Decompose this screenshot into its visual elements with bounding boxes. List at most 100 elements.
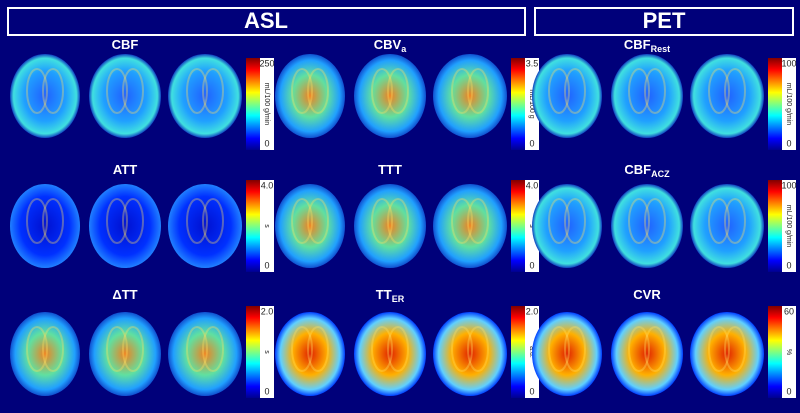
colorbar-max: 100	[781, 58, 796, 68]
brain-texture	[26, 68, 48, 114]
brain-texture	[42, 198, 64, 244]
colorbar-unit: mL/100 g/min	[785, 83, 792, 126]
colorbar-max: 100	[781, 180, 796, 190]
brain-texture	[724, 198, 746, 244]
colorbar-max: 250	[259, 58, 274, 68]
colorbar	[511, 58, 525, 150]
colorbar-min: 0	[786, 260, 791, 270]
colorbar-label-strip	[782, 306, 796, 398]
brain-texture	[708, 198, 730, 244]
colorbar-unit: a.u.	[528, 346, 535, 358]
colorbar-min: 0	[264, 138, 269, 148]
colorbar	[246, 306, 260, 398]
colorbar-unit: s	[263, 224, 270, 228]
pet-box	[534, 7, 794, 36]
colorbar-min: 0	[529, 260, 534, 270]
brain-texture	[371, 198, 393, 244]
brain-slice	[611, 184, 683, 268]
brain-texture	[122, 326, 144, 372]
brain-texture	[26, 326, 48, 372]
brain-slice	[354, 312, 426, 396]
panel-title: CBVa	[374, 37, 407, 54]
brain-texture	[106, 68, 128, 114]
brain-slice	[433, 184, 507, 268]
title-main: TTT	[378, 162, 402, 177]
brain-texture	[387, 326, 409, 372]
title-main: CBF	[624, 162, 651, 177]
colorbar-max: 2.0	[526, 306, 539, 316]
brain-texture	[307, 198, 329, 244]
brain-texture	[387, 198, 409, 244]
brain-texture	[644, 198, 666, 244]
brain-slice	[354, 184, 426, 268]
colorbar-max: 3.5	[526, 58, 539, 68]
colorbar	[768, 306, 782, 398]
brain-texture	[202, 198, 224, 244]
brain-slice	[10, 184, 80, 268]
panel-title: TTER	[376, 287, 405, 304]
brain-texture	[548, 68, 570, 114]
colorbar-max: 2.0	[261, 306, 274, 316]
brain-slice	[611, 312, 683, 396]
asl-header: ASL	[244, 8, 288, 33]
colorbar-min: 0	[264, 386, 269, 396]
brain-texture	[106, 326, 128, 372]
brain-texture	[628, 68, 650, 114]
colorbar-max: 4.0	[261, 180, 274, 190]
colorbar	[246, 58, 260, 150]
brain-texture	[724, 326, 746, 372]
brain-slice	[168, 54, 242, 138]
colorbar-label-strip	[260, 180, 274, 272]
brain-slice	[89, 54, 161, 138]
title-sub: ACZ	[651, 169, 670, 179]
brain-slice	[433, 54, 507, 138]
colorbar-min: 0	[786, 138, 791, 148]
brain-texture	[42, 326, 64, 372]
brain-texture	[26, 198, 48, 244]
brain-slice	[275, 184, 345, 268]
brain-texture	[628, 326, 650, 372]
title-main: TT	[376, 287, 392, 302]
colorbar-max: 60	[784, 306, 794, 316]
brain-texture	[106, 198, 128, 244]
brain-slice	[275, 54, 345, 138]
colorbar-label-strip	[260, 306, 274, 398]
brain-texture	[708, 68, 730, 114]
brain-texture	[564, 68, 586, 114]
brain-texture	[564, 326, 586, 372]
panel-title: CBF	[112, 37, 139, 52]
brain-texture	[122, 68, 144, 114]
colorbar-max: 4.0	[526, 180, 539, 190]
brain-texture	[708, 326, 730, 372]
colorbar-min: 0	[529, 386, 534, 396]
brain-texture	[387, 68, 409, 114]
brain-slice	[168, 312, 242, 396]
brain-texture	[548, 326, 570, 372]
colorbar-unit: mL/100 g/min	[263, 83, 270, 126]
brain-texture	[724, 68, 746, 114]
brain-slice	[89, 312, 161, 396]
panel-title: CBFACZ	[624, 162, 670, 179]
colorbar	[511, 306, 525, 398]
brain-texture	[202, 68, 224, 114]
title-main: CBV	[374, 37, 402, 52]
colorbar	[768, 180, 782, 272]
brain-texture	[467, 68, 489, 114]
brain-slice	[532, 54, 602, 138]
brain-texture	[307, 68, 329, 114]
brain-texture	[186, 68, 208, 114]
title-main: ATT	[113, 162, 137, 177]
colorbar-unit: %	[785, 349, 792, 355]
brain-texture	[467, 326, 489, 372]
brain-texture	[122, 198, 144, 244]
brain-slice	[690, 54, 764, 138]
title-sub: a	[401, 44, 407, 54]
panel-title: ΔTT	[112, 287, 137, 302]
title-main: CVR	[633, 287, 661, 302]
colorbar-label-strip	[782, 180, 796, 272]
brain-slice	[433, 312, 507, 396]
colorbar	[768, 58, 782, 150]
brain-texture	[291, 198, 313, 244]
brain-texture	[291, 326, 313, 372]
